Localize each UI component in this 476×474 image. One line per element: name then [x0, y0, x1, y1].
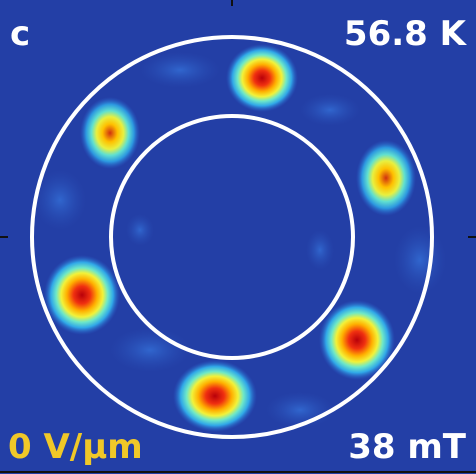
outer-ring: [30, 35, 434, 439]
temperature-label: 56.8 K: [344, 14, 468, 54]
peak: [226, 44, 298, 112]
peak: [173, 360, 257, 432]
magnetic-field-label: 38 mT: [348, 427, 467, 467]
field-label: 0 V/μm: [8, 427, 143, 467]
peak: [319, 300, 395, 380]
peak: [80, 97, 140, 169]
panel-label: c: [10, 14, 30, 54]
peaks: [44, 44, 416, 432]
peak: [356, 140, 416, 216]
peak: [44, 255, 120, 335]
inner-ring: [109, 114, 355, 360]
